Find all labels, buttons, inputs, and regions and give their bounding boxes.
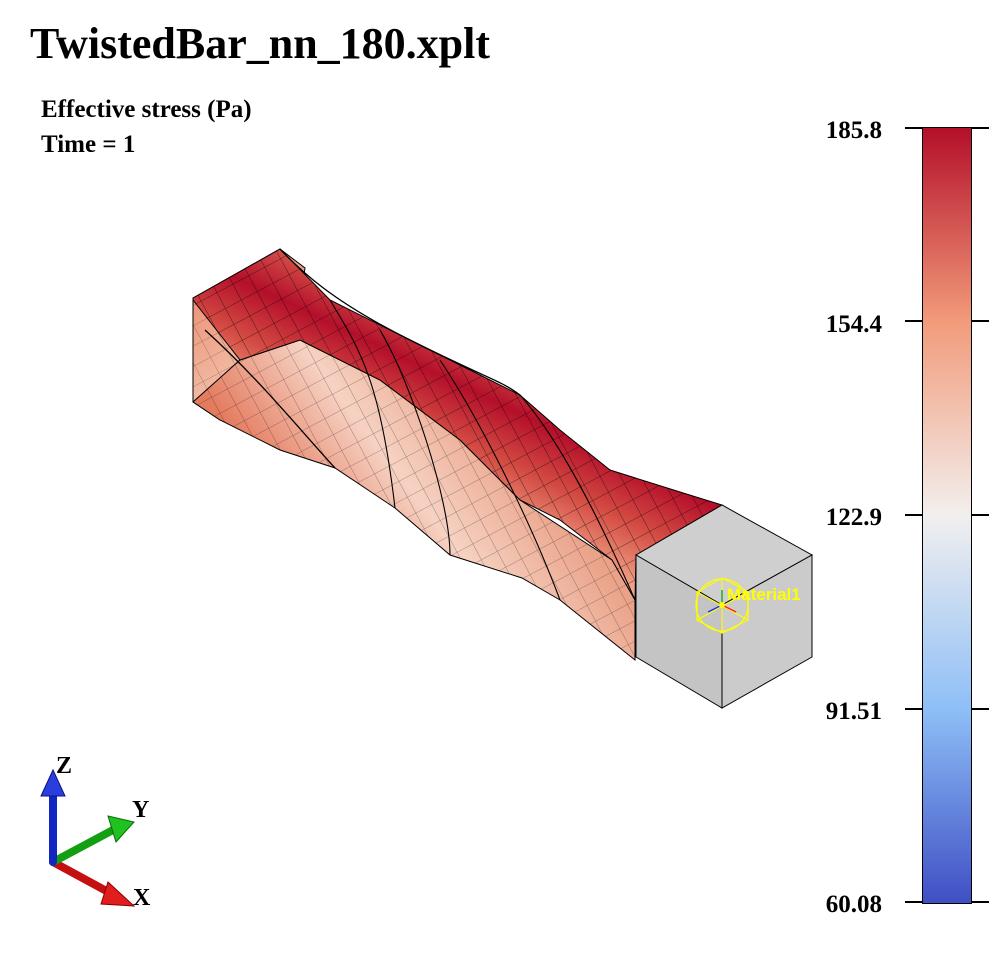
colorbar-label: 122.9 xyxy=(825,504,882,531)
time-label: Time = 1 xyxy=(41,131,136,158)
colorbar-tick xyxy=(905,320,922,322)
y-axis-label: Y xyxy=(132,797,149,823)
material-marker-icon[interactable] xyxy=(695,577,749,634)
window-title: TwistedBar_nn_180.xplt xyxy=(30,19,491,68)
colorbar-tick xyxy=(905,901,922,903)
colorbar-tick xyxy=(972,708,989,710)
x-axis-label: X xyxy=(133,885,151,911)
colorbar-tick xyxy=(972,901,989,903)
x-axis-shaft xyxy=(49,858,116,898)
orientation-triad: Z Y X xyxy=(40,753,151,911)
y-axis-shaft xyxy=(49,826,117,866)
colorbar-legend: 185.8 154.4 122.9 91.51 60.08 xyxy=(826,117,989,918)
twisted-bar-model[interactable]: Material1 xyxy=(192,248,814,709)
z-axis-arrowhead xyxy=(40,768,66,797)
variable-label: Effective stress (Pa) xyxy=(41,96,252,123)
z-axis-label: Z xyxy=(56,753,72,779)
colorbar-label-max: 185.8 xyxy=(825,117,882,144)
colorbar-tick xyxy=(905,127,922,129)
colorbar-tick xyxy=(905,708,922,710)
x-axis-arrowhead xyxy=(100,881,136,907)
colorbar-label: 91.51 xyxy=(825,698,882,725)
colorbar-tick xyxy=(905,514,922,516)
y-axis-arrowhead xyxy=(107,815,135,843)
colorbar-tick xyxy=(972,320,989,322)
colorbar-tick xyxy=(972,514,989,516)
colorbar-tick xyxy=(972,127,989,129)
bar-end-block[interactable] xyxy=(635,504,814,709)
colorbar-gradient xyxy=(922,127,972,904)
material-label: Material1 xyxy=(727,585,801,604)
colorbar-label-min: 60.08 xyxy=(825,891,882,918)
colorbar-label: 154.4 xyxy=(825,311,882,338)
